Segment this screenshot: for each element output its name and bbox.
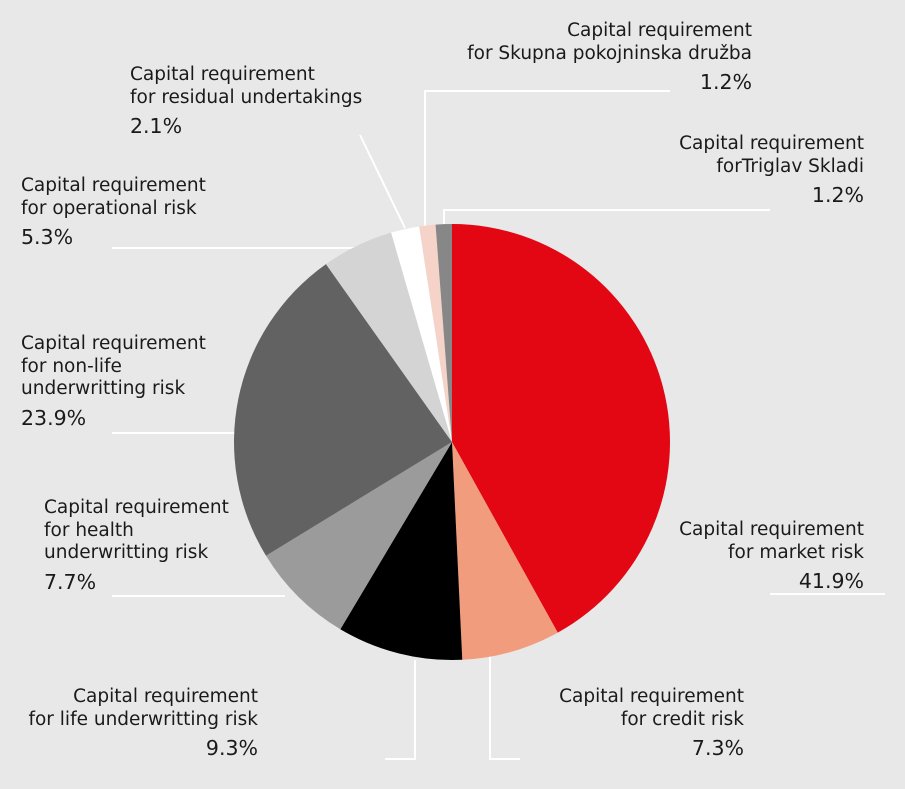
slice-label-line: underwritting risk bbox=[21, 378, 186, 399]
leader-lines bbox=[112, 90, 885, 760]
slice-label-line: Capital requirement bbox=[130, 64, 315, 85]
slice-label-credit-risk: Capital requirement for credit risk 7.3% bbox=[444, 686, 744, 760]
slice-value-label: 5.3% bbox=[21, 225, 74, 249]
slice-label-line: for credit risk bbox=[620, 708, 744, 730]
slice-label-line: Capital requirement bbox=[679, 133, 864, 154]
pie-slices bbox=[234, 224, 671, 661]
pie-slice-triglav-skladi bbox=[435, 224, 452, 442]
leader-line-life-underwriting bbox=[385, 660, 416, 760]
slice-label-line: forTriglav Skladi bbox=[716, 155, 864, 177]
slice-value-label: 41.9% bbox=[798, 569, 864, 593]
pie-slice-credit-risk bbox=[452, 442, 558, 660]
slice-label-operational-risk: Capital requirement for operational risk 5… bbox=[21, 175, 321, 249]
slice-value-label: 1.2% bbox=[699, 70, 752, 94]
slice-value-label: 7.3% bbox=[691, 736, 744, 760]
slice-label-line: for non-life bbox=[21, 355, 122, 377]
slice-label-line: for residual undertakings bbox=[130, 86, 363, 108]
pie-slice-operational-risk bbox=[325, 232, 452, 442]
slice-label-line: for Skupna pokojninska družba bbox=[467, 42, 752, 64]
slice-label-line: Capital requirement bbox=[21, 333, 206, 354]
slice-label-line: Capital requirement bbox=[44, 497, 229, 518]
pie-slice-market-risk bbox=[452, 224, 671, 633]
slice-value-label: 23.9% bbox=[21, 405, 87, 430]
slice-label-line: for market risk bbox=[728, 541, 864, 563]
slice-label-line: for life underwritting risk bbox=[28, 708, 258, 730]
pie-slice-residual-undertakings bbox=[391, 226, 452, 442]
slice-label-line: for operational risk bbox=[21, 197, 197, 219]
slice-label-triglav-skladi: Capital requirement forTriglav Skladi 1.2% bbox=[564, 133, 864, 207]
slice-value-label: 1.2% bbox=[811, 183, 864, 207]
slice-label-line: Capital requirement bbox=[559, 686, 744, 707]
slice-label-line: Capital requirement bbox=[21, 175, 206, 196]
pie-slice-non-life-underwriting bbox=[234, 264, 452, 556]
leader-line-skupna-pokojninska bbox=[424, 90, 670, 226]
slice-label-line: for health bbox=[44, 519, 134, 541]
slice-label-market-risk: Capital requirement for market risk 41.9% bbox=[564, 519, 864, 593]
slice-label-line: underwritting risk bbox=[44, 542, 209, 563]
slice-label-line: Capital requirement bbox=[567, 20, 752, 41]
leader-line-residual-undertakings bbox=[359, 134, 406, 229]
slice-value-label: 9.3% bbox=[205, 736, 258, 760]
slice-value-label: 7.7% bbox=[44, 569, 97, 594]
pie-slice-life-underwriting bbox=[340, 442, 463, 661]
pie-slice-health-underwriting bbox=[266, 442, 452, 630]
leader-line-triglav-skladi bbox=[443, 209, 770, 224]
slice-label-health-underwriting: Capital requirement for health underwritti… bbox=[44, 497, 344, 593]
slice-label-line: Capital requirement bbox=[73, 686, 258, 707]
pie-slice-skupna-pokojninska bbox=[419, 224, 452, 442]
slice-label-residual-undertakings: Capital requirement for residual undertak… bbox=[130, 64, 430, 138]
leader-line-credit-risk bbox=[489, 630, 520, 760]
slice-label-non-life-underwriting: Capital requirement for non-life underwrit… bbox=[21, 333, 321, 429]
slice-label-line: Capital requirement bbox=[679, 519, 864, 540]
slice-label-skupna-pokojninska: Capital requirement for Skupna pokojninsk… bbox=[452, 20, 752, 94]
slice-label-life-underwriting: Capital requirement for life underwrittin… bbox=[0, 686, 258, 760]
slice-value-label: 2.1% bbox=[130, 114, 183, 138]
